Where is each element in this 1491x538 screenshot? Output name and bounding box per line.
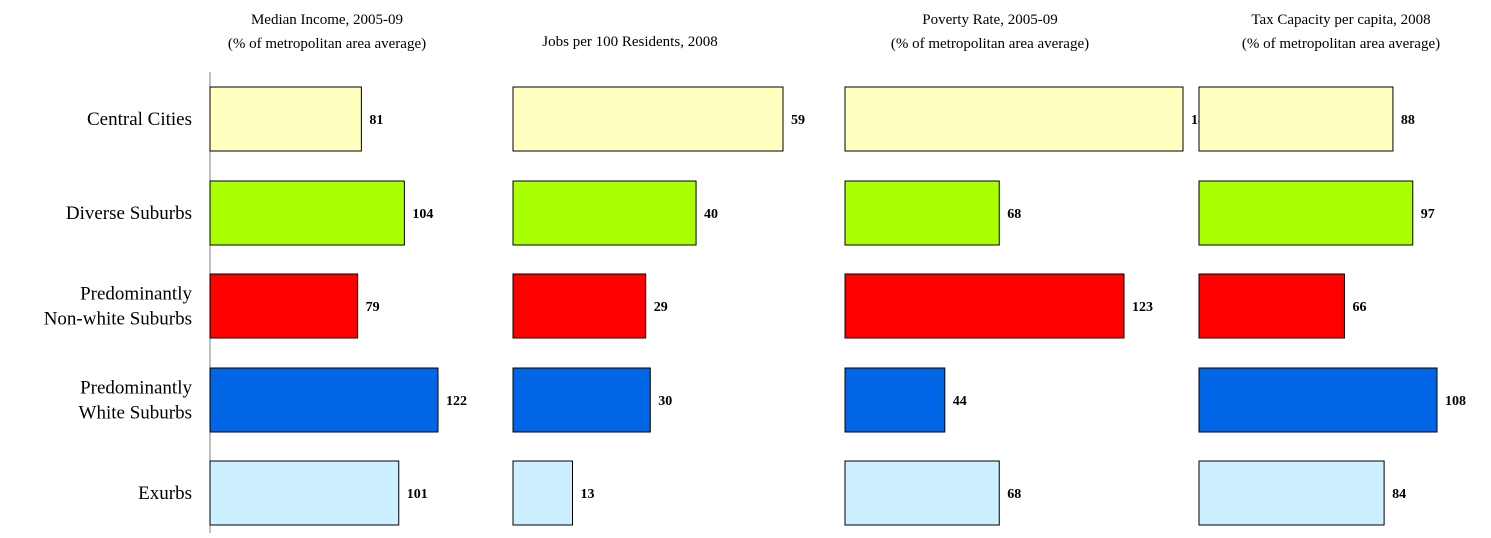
bar xyxy=(1198,273,1345,339)
bar-value-label: 44 xyxy=(953,394,967,409)
bar xyxy=(844,86,1184,152)
category-label-line: Exurbs xyxy=(138,483,192,504)
panel-title-line: Median Income, 2005-09 xyxy=(251,12,403,28)
bar-value-label: 79 xyxy=(366,300,380,315)
panel-title-line: Poverty Rate, 2005-09 xyxy=(922,12,1057,28)
bar xyxy=(844,460,1000,526)
bar-value-label: 40 xyxy=(704,207,718,222)
category-label: Diverse Suburbs xyxy=(66,203,192,224)
bar xyxy=(844,367,946,433)
panel-title: Tax Capacity per capita, 2008 (% of metro… xyxy=(1242,12,1440,52)
bar xyxy=(1198,460,1385,526)
bar xyxy=(209,86,362,152)
category-label-line: White Suburbs xyxy=(79,403,192,424)
bar xyxy=(844,180,1000,246)
panel-title-line: Jobs per 100 Residents, 2008 xyxy=(542,34,717,50)
bar-value-label: 68 xyxy=(1007,487,1021,502)
category-label: Predominantly Non-white Suburbs xyxy=(44,284,193,330)
bar-value-label: 88 xyxy=(1401,113,1415,128)
bar-value-label: 123 xyxy=(1132,300,1153,315)
category-label-line: Diverse Suburbs xyxy=(66,203,192,224)
bar-value-label: 30 xyxy=(658,394,672,409)
bar-value-label: 122 xyxy=(446,394,467,409)
bar xyxy=(209,367,439,433)
panel-title-line: (% of metropolitan area average) xyxy=(891,36,1089,52)
bar-value-label: 66 xyxy=(1352,300,1366,315)
bar xyxy=(844,273,1125,339)
bar xyxy=(1198,367,1438,433)
bar-value-label: 97 xyxy=(1421,207,1435,222)
bar xyxy=(512,180,697,246)
bar-value-label: 68 xyxy=(1007,207,1021,222)
category-label-line: Non-white Suburbs xyxy=(44,309,192,330)
panel-title: Jobs per 100 Residents, 2008 xyxy=(542,34,717,50)
panel-title-line: (% of metropolitan area average) xyxy=(228,36,426,52)
category-label: Predominantly White Suburbs xyxy=(79,378,193,424)
bar-value-label: 108 xyxy=(1445,394,1466,409)
bar-value-label: 101 xyxy=(407,487,428,502)
panel-title: Median Income, 2005-09 (% of metropolitan… xyxy=(228,12,426,52)
bar xyxy=(209,180,405,246)
category-label-line: Predominantly xyxy=(80,378,192,399)
bar xyxy=(512,367,651,433)
category-label: Central Cities xyxy=(87,109,192,130)
panel-title-line: Tax Capacity per capita, 2008 xyxy=(1251,12,1430,28)
bar-value-label: 59 xyxy=(791,113,805,128)
bar xyxy=(512,460,573,526)
category-label: Exurbs xyxy=(138,483,192,504)
category-label-line: Predominantly xyxy=(80,284,192,305)
bar xyxy=(512,273,647,339)
bar-value-label: 29 xyxy=(654,300,668,315)
panel-title: Poverty Rate, 2005-09 (% of metropolitan … xyxy=(891,12,1089,52)
category-label-line: Central Cities xyxy=(87,109,192,130)
bar xyxy=(1198,86,1394,152)
bar-value-label: 81 xyxy=(369,113,383,128)
bar xyxy=(209,273,359,339)
bar xyxy=(512,86,784,152)
bar xyxy=(209,460,400,526)
panel-title-line: (% of metropolitan area average) xyxy=(1242,36,1440,52)
bar-value-label: 13 xyxy=(580,487,594,502)
bar-value-label: 84 xyxy=(1392,487,1406,502)
bar xyxy=(1198,180,1414,246)
bar-value-label: 104 xyxy=(412,207,433,222)
